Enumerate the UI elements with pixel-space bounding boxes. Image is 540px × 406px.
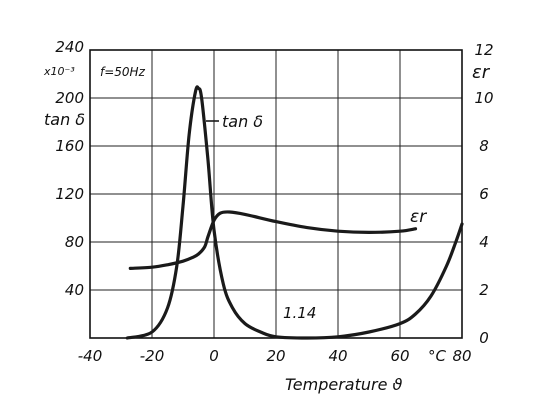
series-layer	[125, 85, 464, 340]
right-tick-label: 8	[479, 137, 489, 155]
left-tick-label: 40	[65, 281, 84, 299]
figure-number-label: 1.14	[283, 304, 316, 322]
left-tick-label: 160	[55, 137, 84, 155]
x-tick-label: 60	[390, 347, 409, 365]
left-axis-title: tan δ	[44, 110, 85, 129]
right-tick-label: 2	[479, 281, 489, 299]
right-tick-label: 12	[474, 41, 493, 59]
left-tick-label: 200	[55, 89, 84, 107]
x-tick-label: 0	[209, 347, 219, 365]
right-axis-title: εr	[472, 62, 491, 83]
x-tick-label: -20	[140, 347, 165, 365]
left-axis-multiplier: x10⁻³	[43, 65, 75, 78]
left-tick-label: 80	[65, 233, 84, 251]
x-tick-label: 20	[266, 347, 285, 365]
series-label-tan-delta: tan δ	[222, 112, 263, 131]
x-tick-label: -40	[78, 347, 103, 365]
x-axis-title: Temperature ϑ	[285, 375, 403, 394]
x-tick-label: 40	[328, 347, 347, 365]
frequency-annotation: f=50Hz	[100, 65, 146, 79]
right-tick-label: 10	[474, 89, 493, 107]
right-tick-label: 0	[479, 329, 489, 347]
right-tick-label: 4	[479, 233, 489, 251]
right-tick-label: 6	[479, 185, 489, 203]
series-line-epsilon-r	[128, 210, 418, 270]
x-tick-label: 80	[452, 347, 471, 365]
series-label-epsilon-r: εr	[410, 207, 427, 227]
left-tick-label: 120	[55, 185, 84, 203]
plot-grid	[90, 50, 462, 338]
series-line-tan-delta	[125, 85, 464, 340]
left-tick-label: 240	[55, 38, 84, 56]
label-layer: -40 -20 0 20 40 60 80 40 80 120 160 200 240 0 2 4 6 8 10 12	[55, 38, 493, 365]
x-unit-label: °C	[428, 347, 447, 365]
